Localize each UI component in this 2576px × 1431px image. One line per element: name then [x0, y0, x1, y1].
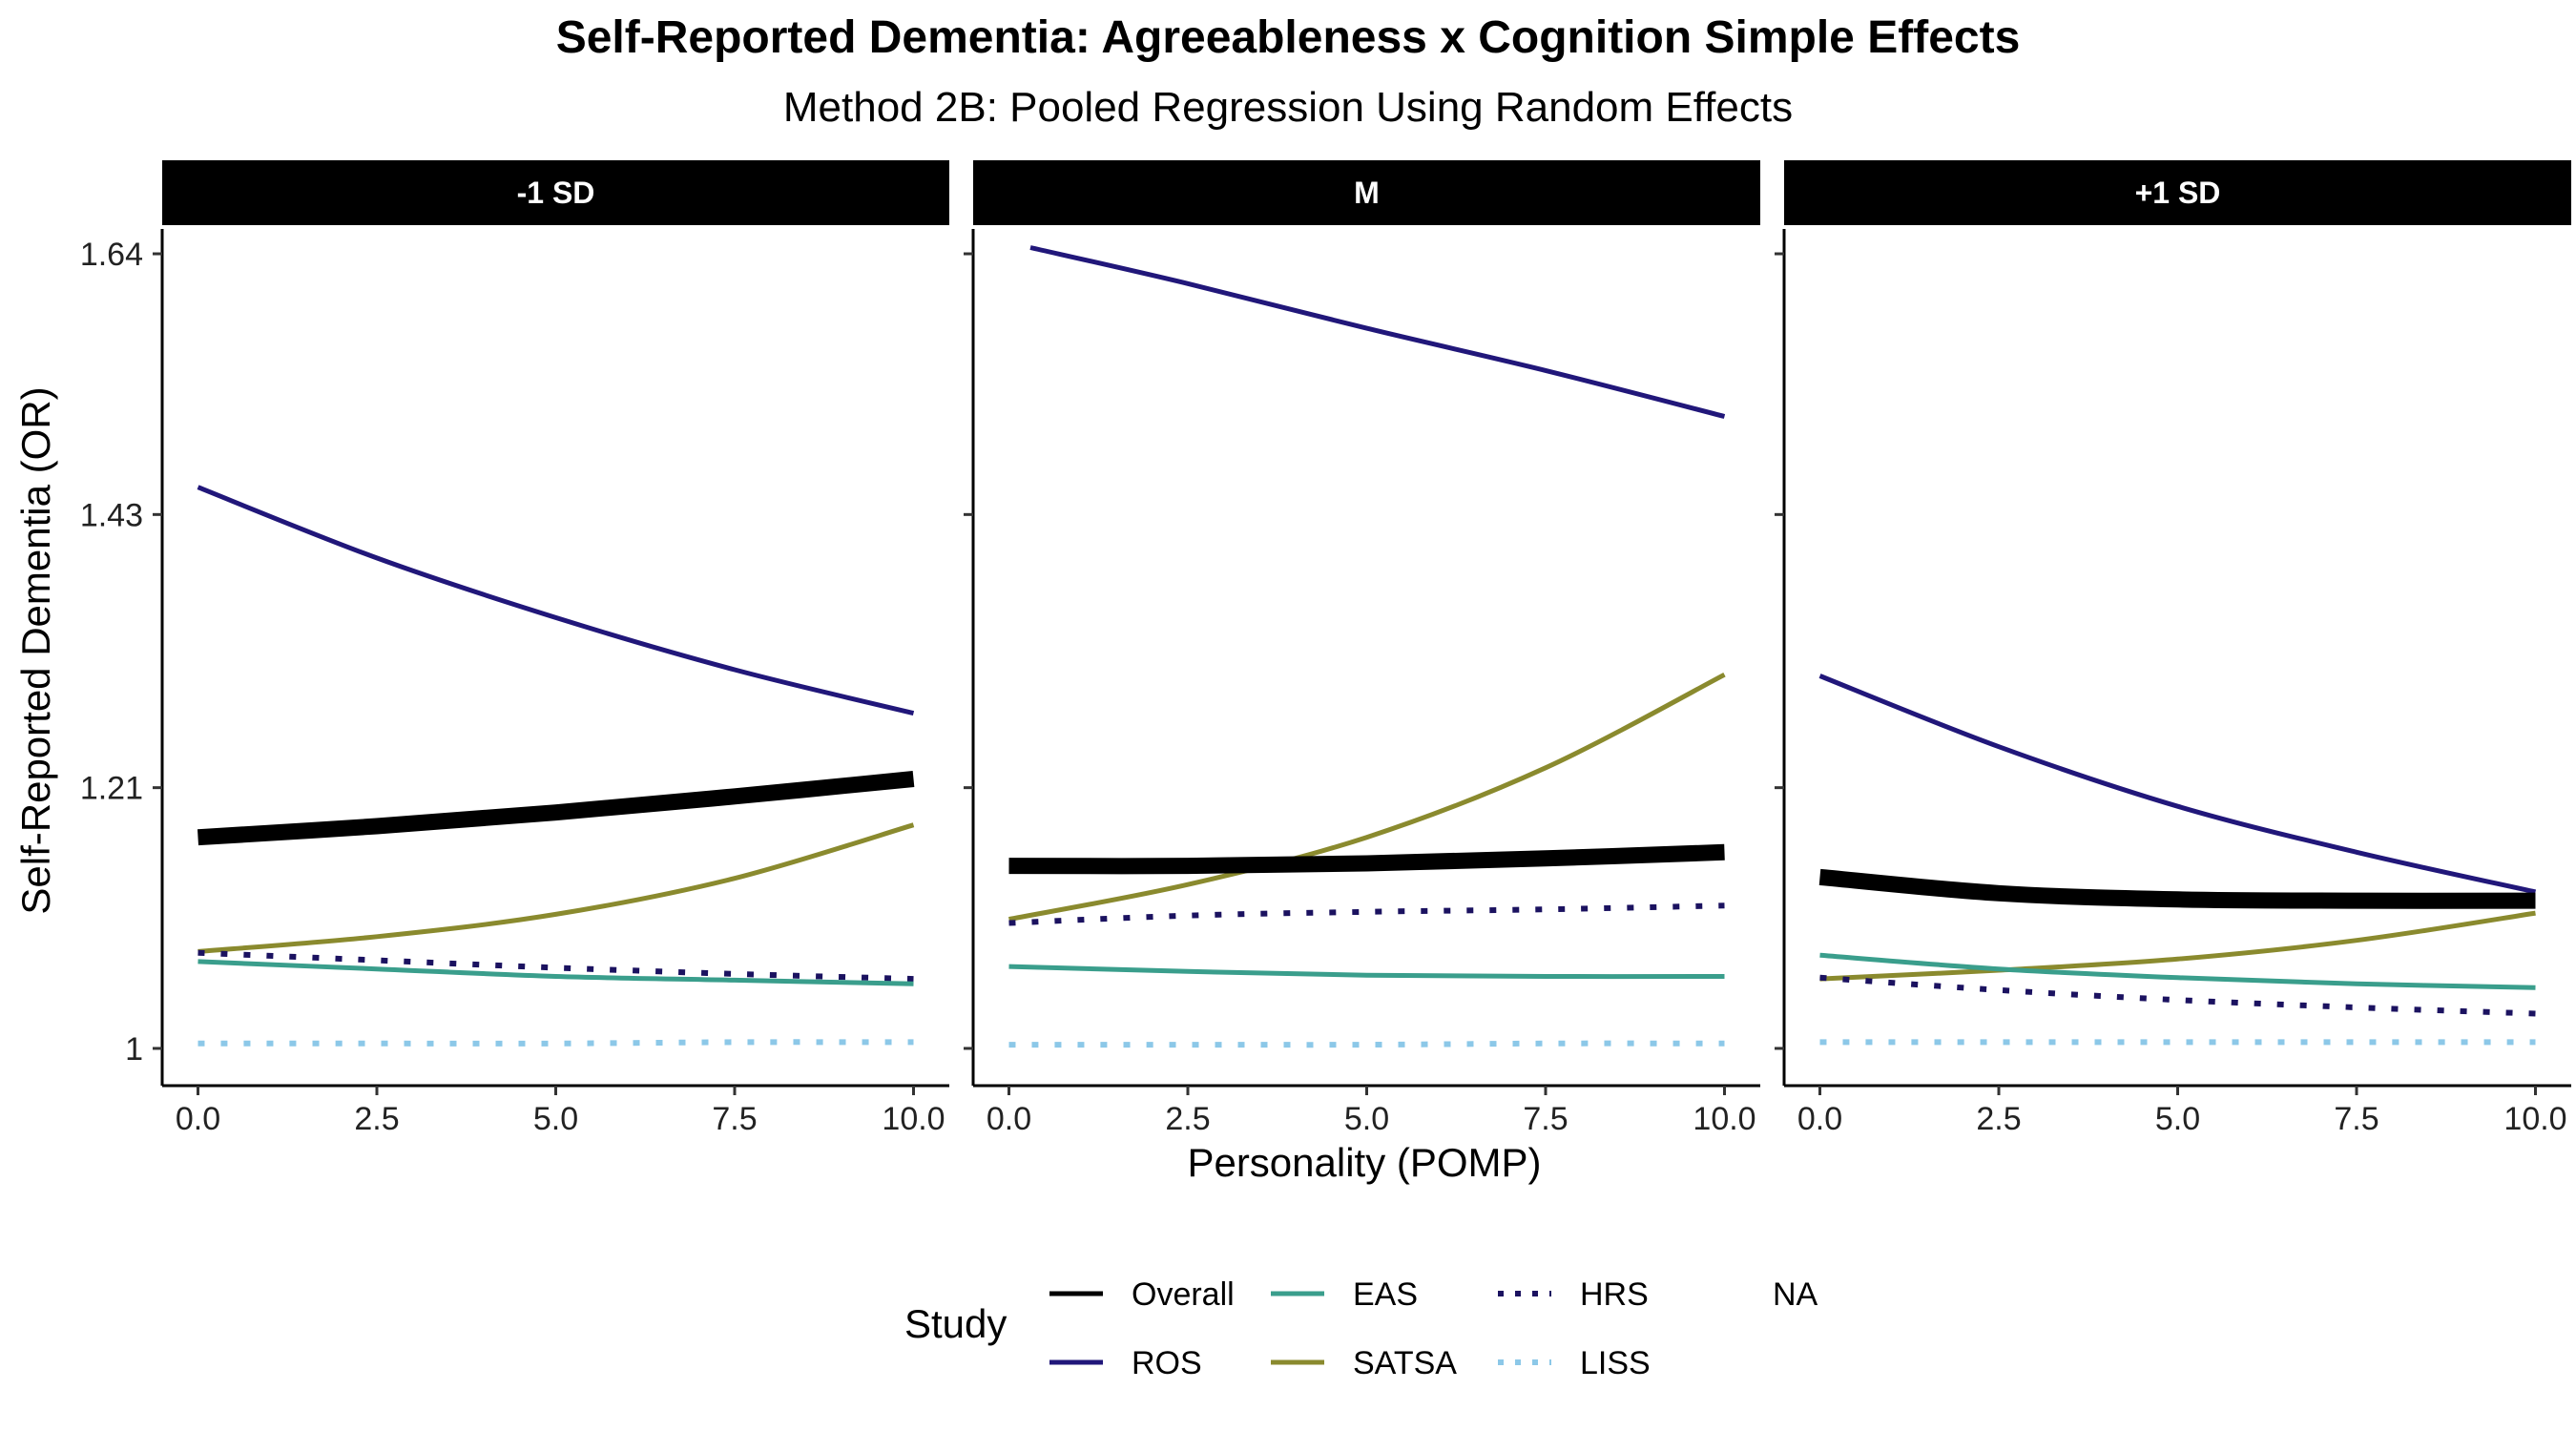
- series-line-liss: [1008, 1040, 1725, 1048]
- series-line-satsa: [1819, 910, 2536, 982]
- x-tick-label: 7.5: [712, 1101, 757, 1137]
- series-line-satsa: [1008, 672, 1726, 923]
- y-axis-title: Self-Reported Dementia (OR): [13, 386, 58, 914]
- legend: Study Overall ROS EAS SATSA HRS LISS NA: [904, 1276, 1818, 1381]
- x-tick-label: 2.5: [1976, 1101, 2021, 1137]
- panel-minus-1-sd: -1 SD 0.0 2.5 5.0 7.5 10.0 1 1.21 1.43 1.64: [80, 160, 949, 1137]
- series-line-eas: [1819, 952, 2536, 990]
- facet-strip: [162, 160, 949, 225]
- y-tick-label: 1.43: [80, 497, 143, 533]
- legend-label: EAS: [1353, 1276, 1418, 1313]
- series-line-hrs: [197, 949, 914, 983]
- x-tick-label: 7.5: [2334, 1101, 2379, 1137]
- legend-item-na: NA: [1773, 1276, 1818, 1313]
- legend-label: LISS: [1580, 1345, 1651, 1381]
- x-tick-label: 0.0: [987, 1101, 1031, 1137]
- facet-strip-label: M: [1354, 176, 1380, 210]
- chart-title: Self-Reported Dementia: Agreeableness x …: [555, 12, 2021, 63]
- legend-label: Overall: [1132, 1276, 1235, 1313]
- facet-strip-label: +1 SD: [2135, 176, 2221, 210]
- series-line-overall: [197, 771, 915, 846]
- legend-item-liss: LISS: [1498, 1345, 1651, 1381]
- panel-mean: M 0.0 2.5 5.0 7.5 10.0: [964, 160, 1760, 1137]
- facet-strip-label: -1 SD: [517, 176, 595, 210]
- y-tick-label: 1.21: [80, 771, 143, 807]
- series-line-ros: [1818, 674, 2537, 895]
- x-tick-label: 5.0: [1344, 1101, 1389, 1137]
- y-tick-label: 1.64: [80, 237, 143, 273]
- x-tick-label: 0.0: [176, 1101, 220, 1137]
- x-tick-label: 2.5: [1165, 1101, 1210, 1137]
- series-line-overall: [1008, 843, 1725, 875]
- series-line-hrs: [1008, 902, 1725, 926]
- legend-item-eas: EAS: [1271, 1276, 1418, 1313]
- legend-item-satsa: SATSA: [1271, 1345, 1457, 1381]
- series-line-eas: [197, 959, 914, 986]
- x-axis-title: Personality (POMP): [1187, 1140, 1541, 1185]
- series-line-ros: [197, 485, 915, 716]
- facet-strip: [1784, 160, 2571, 225]
- legend-label: SATSA: [1353, 1345, 1457, 1381]
- legend-label: HRS: [1580, 1276, 1649, 1313]
- legend-item-ros: ROS: [1049, 1345, 1202, 1381]
- y-tick-label: 1: [125, 1031, 143, 1068]
- facet-strip: [973, 160, 1760, 225]
- series-line-hrs: [1819, 974, 2536, 1017]
- series-line-ros: [1029, 245, 1726, 419]
- facet-panels: -1 SD 0.0 2.5 5.0 7.5 10.0 1 1.21 1.43 1.64 M 0.0 2.…: [80, 160, 2571, 1137]
- legend-item-hrs: HRS: [1498, 1276, 1649, 1313]
- series-line-satsa: [197, 822, 915, 954]
- series-line-liss: [197, 1039, 914, 1047]
- legend-item-overall: Overall: [1049, 1276, 1235, 1313]
- x-tick-label: 10.0: [882, 1101, 945, 1137]
- x-tick-label: 7.5: [1523, 1101, 1568, 1137]
- x-tick-label: 5.0: [533, 1101, 578, 1137]
- chart-subtitle: Method 2B: Pooled Regression Using Rando…: [782, 84, 1794, 131]
- series-line-overall: [1818, 868, 2536, 909]
- series-line-eas: [1008, 964, 1725, 980]
- x-tick-label: 2.5: [354, 1101, 399, 1137]
- panel-plus-1-sd: +1 SD 0.0 2.5 5.0 7.5 10.0: [1775, 160, 2571, 1137]
- legend-title: Study: [904, 1301, 1007, 1346]
- legend-label: ROS: [1132, 1345, 1202, 1381]
- x-tick-label: 0.0: [1797, 1101, 1842, 1137]
- x-tick-label: 10.0: [2503, 1101, 2566, 1137]
- x-tick-label: 10.0: [1693, 1101, 1755, 1137]
- x-tick-label: 5.0: [2155, 1101, 2200, 1137]
- legend-label: NA: [1773, 1276, 1818, 1313]
